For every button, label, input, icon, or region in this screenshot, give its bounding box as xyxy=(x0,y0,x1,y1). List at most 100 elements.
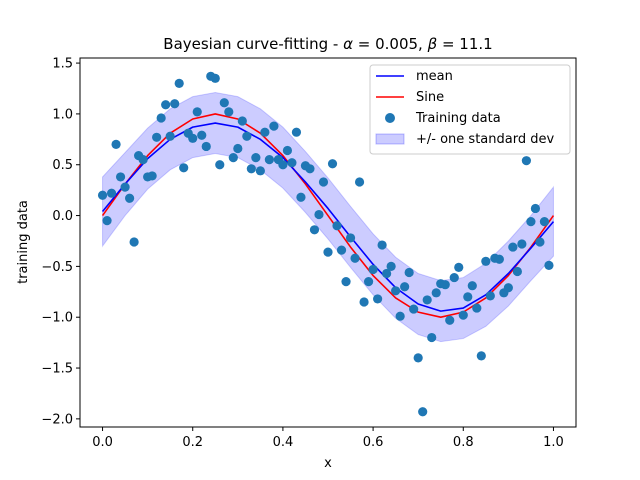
training-point-83 xyxy=(472,303,482,313)
training-point-71 xyxy=(418,407,428,417)
training-point-80 xyxy=(458,310,468,320)
training-point-93 xyxy=(517,239,527,249)
training-point-2 xyxy=(106,188,117,198)
legend-band-label: +/- one standard dev xyxy=(416,132,554,147)
training-point-5 xyxy=(120,182,130,192)
training-point-9 xyxy=(138,155,148,165)
training-point-0 xyxy=(97,190,108,200)
training-point-73 xyxy=(427,332,437,343)
training-point-49 xyxy=(318,177,329,187)
legend-training-label: Training data xyxy=(415,111,501,126)
training-point-60 xyxy=(368,264,378,275)
series-line-mean xyxy=(101,122,555,312)
training-point-20 xyxy=(188,133,198,143)
training-point-66 xyxy=(395,311,405,321)
training-point-68 xyxy=(404,267,414,278)
training-point-38 xyxy=(269,121,279,131)
y-tick-label: −0.5 xyxy=(41,260,73,275)
y-tick-label: 0.0 xyxy=(52,209,73,224)
x-axis-label: x xyxy=(324,456,332,471)
training-point-21 xyxy=(192,107,202,117)
training-point-37 xyxy=(264,155,274,165)
training-point-4 xyxy=(115,172,126,182)
training-point-27 xyxy=(219,98,229,108)
y-tick-label: −1.5 xyxy=(41,362,73,377)
y-tick-label: −1.0 xyxy=(41,311,73,326)
legend-box xyxy=(369,64,571,155)
y-tick-label: 1.5 xyxy=(52,57,73,72)
training-point-67 xyxy=(400,282,410,292)
training-point-55 xyxy=(345,233,356,243)
training-point-79 xyxy=(454,262,464,272)
x-tick-label: 0.2 xyxy=(182,435,203,450)
training-point-98 xyxy=(539,217,550,227)
training-point-35 xyxy=(255,166,265,176)
training-point-81 xyxy=(463,292,473,302)
plot-area xyxy=(97,71,555,417)
plot-content xyxy=(97,71,555,417)
training-point-22 xyxy=(197,130,207,140)
training-point-13 xyxy=(156,113,166,123)
x-axis: 0.0 0.2 0.4 0.6 0.8 1.0 xyxy=(92,427,564,450)
training-point-15 xyxy=(165,131,175,141)
training-point-1 xyxy=(102,216,112,226)
training-point-7 xyxy=(129,237,139,247)
x-tick-label: 0.0 xyxy=(92,435,113,450)
training-point-92 xyxy=(512,266,522,277)
training-point-34 xyxy=(251,153,261,163)
legend-mean-label: mean xyxy=(416,69,453,84)
training-point-69 xyxy=(409,304,419,314)
training-point-44 xyxy=(296,192,306,202)
training-point-11 xyxy=(147,171,157,181)
training-point-6 xyxy=(125,193,135,203)
legend-training-swatch xyxy=(385,113,395,123)
y-tick-label: −2.0 xyxy=(41,412,73,427)
training-point-95 xyxy=(526,217,536,227)
x-tick-label: 0.4 xyxy=(273,435,294,450)
training-point-54 xyxy=(341,277,351,287)
training-point-99 xyxy=(544,260,554,270)
training-point-61 xyxy=(373,294,383,304)
training-point-63 xyxy=(382,268,392,279)
training-point-29 xyxy=(228,153,238,163)
x-tick-label: 1.0 xyxy=(543,435,564,450)
training-point-50 xyxy=(323,247,333,257)
training-point-16 xyxy=(170,99,180,109)
training-point-70 xyxy=(413,353,423,363)
training-point-58 xyxy=(359,297,369,307)
training-point-42 xyxy=(287,158,297,168)
training-point-28 xyxy=(224,107,234,117)
training-point-72 xyxy=(422,295,432,305)
training-point-96 xyxy=(530,203,541,214)
training-point-51 xyxy=(327,159,338,169)
training-point-40 xyxy=(278,160,288,170)
training-point-26 xyxy=(215,160,225,170)
training-point-32 xyxy=(242,131,252,141)
training-point-84 xyxy=(476,351,486,361)
training-point-53 xyxy=(336,245,347,255)
training-point-33 xyxy=(246,164,256,174)
training-point-57 xyxy=(354,177,365,187)
training-point-23 xyxy=(201,141,211,152)
training-point-52 xyxy=(332,221,342,231)
training-point-90 xyxy=(503,283,513,293)
training-point-47 xyxy=(309,225,320,235)
axes-frame xyxy=(79,57,577,428)
training-point-17 xyxy=(174,78,184,89)
y-tick-label: 0.5 xyxy=(52,158,73,173)
training-point-56 xyxy=(350,253,360,263)
legend-band-swatch xyxy=(375,133,405,145)
training-point-78 xyxy=(449,272,459,283)
training-point-48 xyxy=(314,209,324,220)
training-point-65 xyxy=(391,286,401,296)
training-point-82 xyxy=(467,281,477,291)
training-point-25 xyxy=(210,73,220,83)
series-line-sine xyxy=(101,113,555,319)
training-point-36 xyxy=(260,127,270,137)
training-point-77 xyxy=(445,315,455,325)
training-point-12 xyxy=(152,132,162,142)
training-point-86 xyxy=(485,291,495,301)
training-point-59 xyxy=(363,277,374,287)
training-point-76 xyxy=(440,280,450,290)
